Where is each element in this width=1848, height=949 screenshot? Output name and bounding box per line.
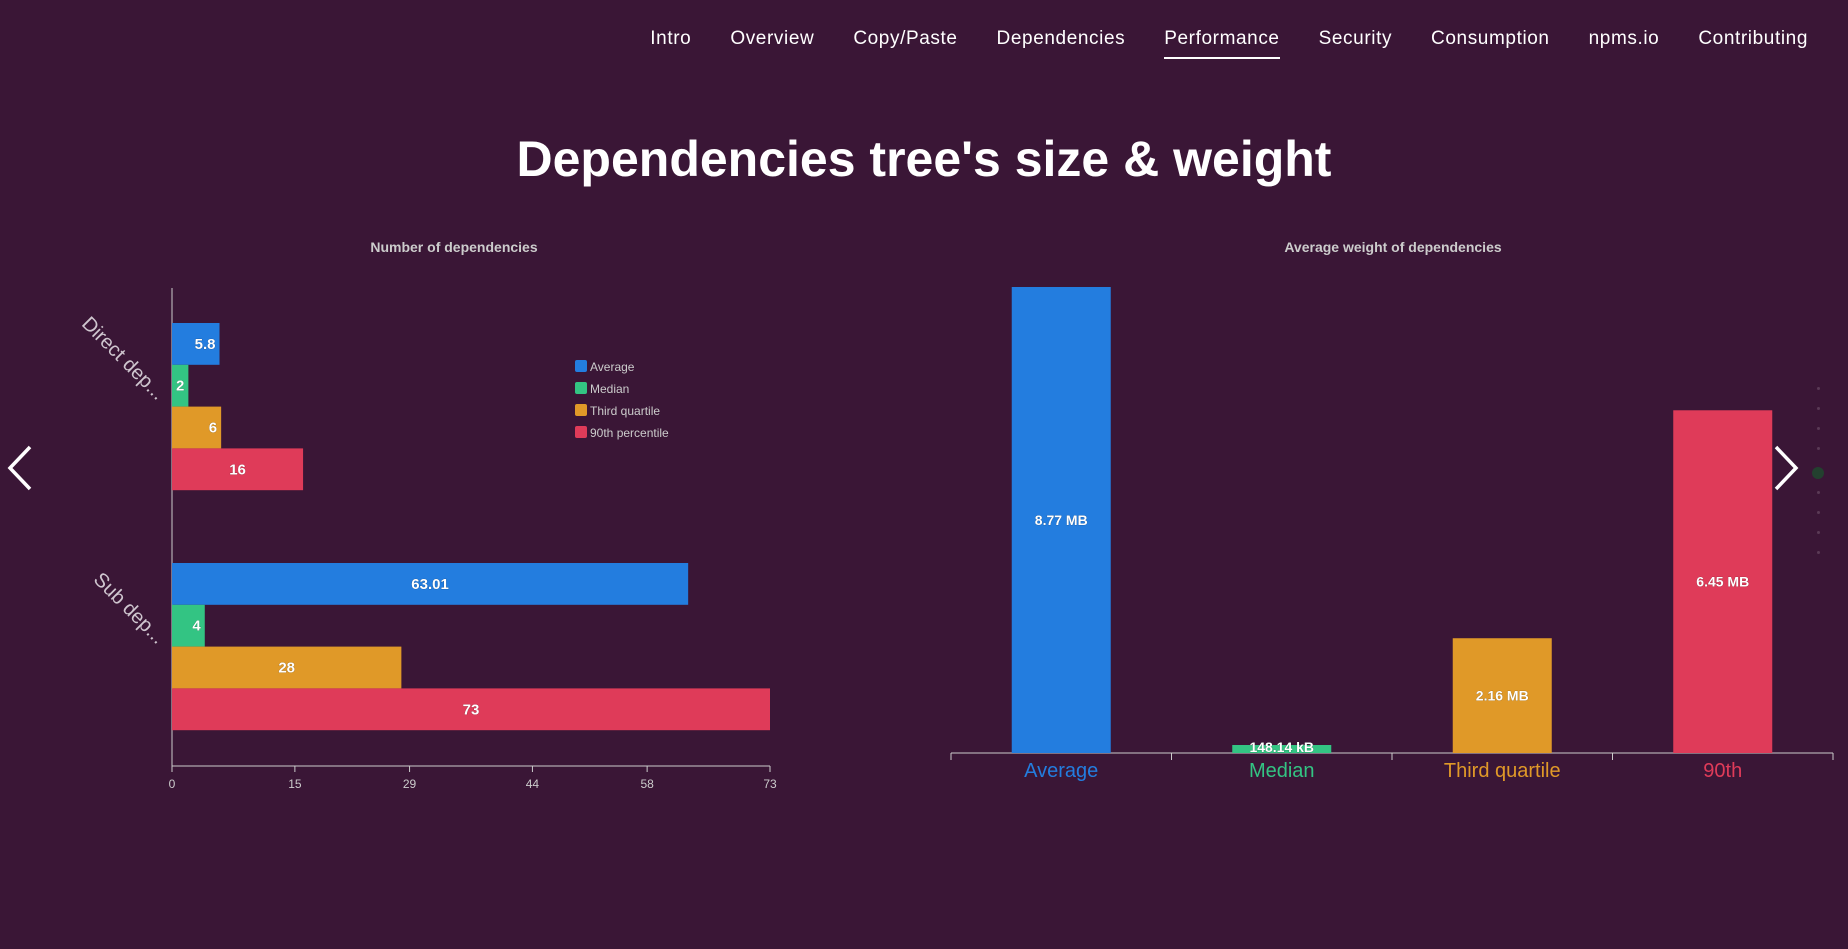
nav-consumption[interactable]: Consumption [1431,28,1550,49]
x-tick-label: 58 [640,777,654,791]
legend-swatch [575,404,587,416]
top-nav: Intro Overview Copy/Paste Dependencies P… [650,28,1808,59]
legend-label: Average [590,360,635,374]
legend-swatch [575,360,587,372]
slide-dot-active[interactable] [1812,467,1824,479]
bar [172,563,689,605]
slide-dot[interactable] [1816,427,1820,430]
nav-security[interactable]: Security [1318,28,1393,49]
bar-value-label: 63.01 [411,576,449,593]
x-tick-label: 73 [763,777,777,791]
bar-value-label: 4 [192,618,201,635]
bar [172,688,770,731]
page-title: Dependencies tree's size & weight [516,131,1332,187]
x-tick-label: 44 [526,777,540,791]
bar-value-label: 16 [229,461,246,478]
bar-value-label: 73 [463,701,480,718]
chevron-left-icon [7,445,32,491]
chevron-right-icon [1774,445,1799,491]
category-label: Median [1249,760,1315,782]
next-slide-button[interactable] [1770,443,1800,493]
previous-slide-button[interactable] [6,443,36,493]
bar [1452,638,1552,753]
bar [172,406,222,449]
nav-dependencies[interactable]: Dependencies [996,28,1126,49]
legend-swatch [575,382,587,394]
legend-label: Median [590,382,629,396]
bar [172,364,189,407]
bar [1232,745,1332,753]
bar [172,323,220,365]
bar [172,448,304,491]
slide-dot[interactable] [1816,407,1820,410]
bar-value-label: 2 [176,378,184,395]
chart-title: Number of dependencies [370,239,537,255]
legend-label: Third quartile [590,404,660,418]
bar [1673,410,1773,753]
bar [172,646,402,689]
slide-dot[interactable] [1816,511,1820,514]
category-label: Direct dep... [77,313,169,405]
bar-value-label: 2.16 MB [1476,688,1529,704]
nav-copy-paste[interactable]: Copy/Paste [853,28,958,49]
bar [172,604,205,647]
slide-dot[interactable] [1816,531,1820,534]
bar-value-label: 5.8 [195,336,216,353]
nav-performance[interactable]: Performance [1164,28,1280,59]
nav-contributing[interactable]: Contributing [1698,28,1808,49]
bar-value-label: 148.14 kB [1249,739,1314,755]
bar-value-label: 6 [209,420,217,437]
nav-intro[interactable]: Intro [650,28,692,49]
x-tick-label: 15 [288,777,302,791]
slide-dot[interactable] [1816,551,1820,554]
x-tick-label: 0 [169,777,176,791]
nav-overview[interactable]: Overview [730,28,815,49]
bar-value-label: 8.77 MB [1035,512,1088,528]
slide-dot[interactable] [1816,491,1820,494]
category-label: Third quartile [1444,760,1561,782]
legend-label: 90th percentile [590,426,669,440]
bar-value-label: 28 [278,660,295,677]
category-label: 90th [1703,760,1742,782]
category-label: Average [1024,760,1098,782]
x-tick-label: 29 [403,777,417,791]
bar [1011,287,1111,753]
slide-dot[interactable] [1816,387,1820,390]
chart-title: Average weight of dependencies [1284,239,1502,255]
slide-dots [1810,387,1826,571]
nav-npms-io[interactable]: npms.io [1588,28,1660,49]
bar-value-label: 6.45 MB [1696,574,1749,590]
legend-swatch [575,426,587,438]
slide-dot[interactable] [1816,447,1820,450]
category-label: Sub dep... [89,568,169,648]
